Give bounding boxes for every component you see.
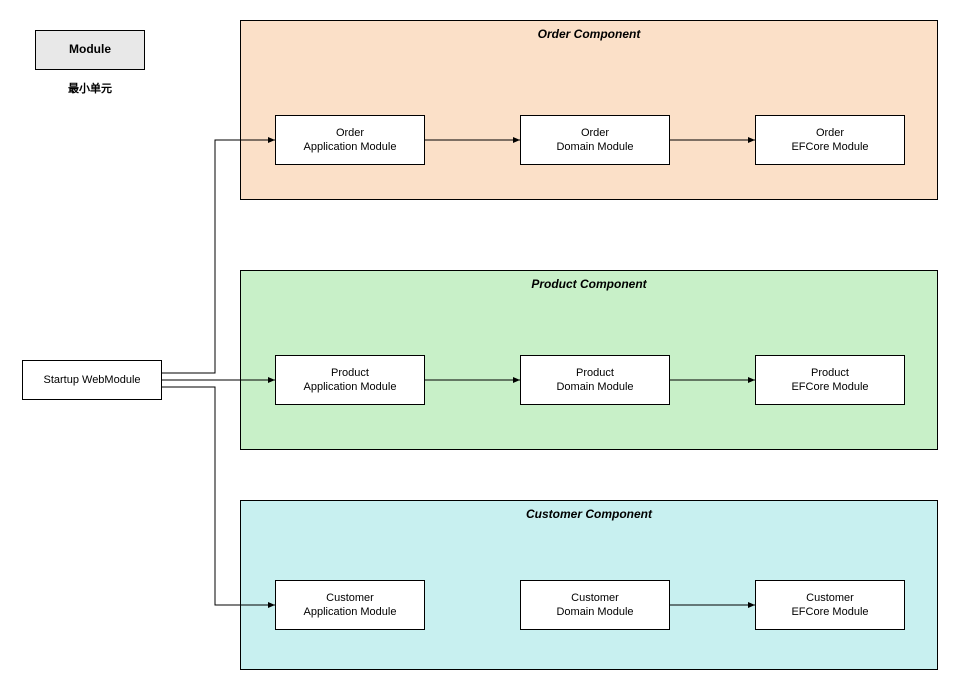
legend-subtitle: 最小单元 xyxy=(35,80,145,96)
customer-efcore-line2: EFCore Module xyxy=(791,605,868,619)
order-domain-line2: Domain Module xyxy=(556,140,633,154)
customer-app-line2: Application Module xyxy=(304,605,397,619)
customer-app-line1: Customer xyxy=(326,591,374,605)
order-app-box: OrderApplication Module xyxy=(275,115,425,165)
order-component: Order Component xyxy=(240,20,938,200)
product-component-title: Product Component xyxy=(241,277,937,291)
product-domain-line1: Product xyxy=(576,366,614,380)
order-efcore-box: OrderEFCore Module xyxy=(755,115,905,165)
customer-domain-line2: Domain Module xyxy=(556,605,633,619)
legend-module-box: Module xyxy=(35,30,145,70)
customer-component-title: Customer Component xyxy=(241,507,937,521)
product-efcore-line2: EFCore Module xyxy=(791,380,868,394)
order-efcore-line2: EFCore Module xyxy=(791,140,868,154)
product-domain-box: ProductDomain Module xyxy=(520,355,670,405)
product-efcore-box: ProductEFCore Module xyxy=(755,355,905,405)
order-app-line1: Order xyxy=(336,126,364,140)
product-domain-line2: Domain Module xyxy=(556,380,633,394)
customer-domain-line1: Customer xyxy=(571,591,619,605)
product-app-box: ProductApplication Module xyxy=(275,355,425,405)
customer-efcore-box: CustomerEFCore Module xyxy=(755,580,905,630)
product-efcore-line1: Product xyxy=(811,366,849,380)
product-app-line2: Application Module xyxy=(304,380,397,394)
order-app-line2: Application Module xyxy=(304,140,397,154)
order-domain-line1: Order xyxy=(581,126,609,140)
customer-efcore-line1: Customer xyxy=(806,591,854,605)
product-app-line1: Product xyxy=(331,366,369,380)
order-domain-box: OrderDomain Module xyxy=(520,115,670,165)
customer-app-box: CustomerApplication Module xyxy=(275,580,425,630)
order-component-title: Order Component xyxy=(241,27,937,41)
startup-box: Startup WebModule xyxy=(22,360,162,400)
order-efcore-line1: Order xyxy=(816,126,844,140)
customer-domain-box: CustomerDomain Module xyxy=(520,580,670,630)
